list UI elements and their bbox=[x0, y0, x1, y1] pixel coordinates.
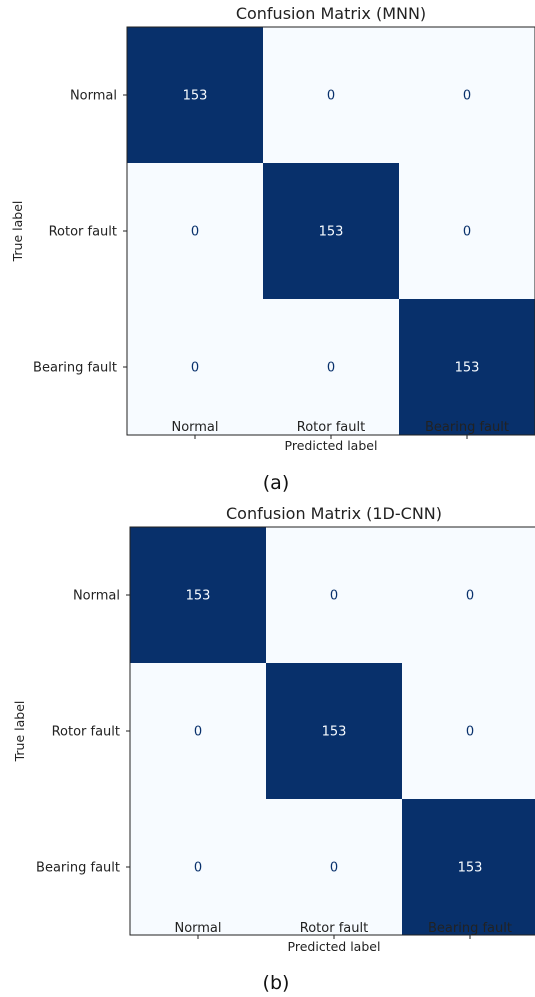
confusion-matrix-chart-mnn: Confusion Matrix (MNN) 153 0 0 0 153 0 0 0 153 Nor… bbox=[10, 4, 535, 494]
y-axis-label: True label bbox=[10, 201, 25, 263]
y-axis-label: True label bbox=[12, 701, 27, 763]
matrix-cell-r1-c0 bbox=[127, 163, 264, 300]
figure-caption-1dcnn: (b) bbox=[263, 972, 290, 994]
matrix-cell-r0-c1 bbox=[263, 27, 400, 164]
cell-value-label: 0 bbox=[194, 725, 202, 740]
x-axis-label: Predicted label bbox=[288, 939, 381, 954]
cell-value-label: 0 bbox=[330, 861, 338, 876]
matrix-cell-r0-c2 bbox=[399, 27, 535, 164]
cell-value-label: 0 bbox=[327, 361, 335, 376]
cell-value-label: 153 bbox=[458, 861, 483, 876]
x-axis-label: Predicted label bbox=[285, 438, 378, 453]
chart-title: Confusion Matrix (1D-CNN) bbox=[226, 504, 442, 523]
matrix-cell-r2-c2 bbox=[399, 299, 535, 436]
cell-value-label: 153 bbox=[319, 225, 344, 240]
cell-value-label: 0 bbox=[330, 589, 338, 604]
cell-value-label: 0 bbox=[466, 589, 474, 604]
x-tick-label: Normal bbox=[171, 420, 218, 435]
cell-value-label: 0 bbox=[463, 89, 471, 104]
matrix-cell-r2-c0 bbox=[130, 799, 267, 936]
matrix-cell-r0-c2 bbox=[402, 527, 535, 664]
cell-value-label: 0 bbox=[191, 361, 199, 376]
matrix-cell-r2-c2 bbox=[402, 799, 535, 936]
matrix-cell-r1-c1 bbox=[263, 163, 400, 300]
matrix-cell-r1-c2 bbox=[402, 663, 535, 800]
x-tick-label: Rotor fault bbox=[300, 921, 368, 936]
y-tick-label: Rotor fault bbox=[52, 725, 120, 740]
cell-value-label: 153 bbox=[322, 725, 347, 740]
cell-value-label: 0 bbox=[463, 225, 471, 240]
matrix-cell-r2-c0 bbox=[127, 299, 264, 436]
confusion-matrix-svg-mnn: Confusion Matrix (MNN) 153 0 0 0 153 0 0 0 153 Nor… bbox=[10, 4, 535, 494]
x-tick-label: Rotor fault bbox=[297, 420, 365, 435]
y-tick-label: Rotor fault bbox=[49, 225, 117, 240]
cell-value-label: 153 bbox=[183, 89, 208, 104]
cell-value-label: 0 bbox=[194, 861, 202, 876]
matrix-cell-r1-c2 bbox=[399, 163, 535, 300]
cell-value-label: 0 bbox=[191, 225, 199, 240]
matrix-cell-r2-c1 bbox=[263, 299, 400, 436]
matrix-cell-r1-c0 bbox=[130, 663, 267, 800]
confusion-matrix-svg-1dcnn: Confusion Matrix (1D-CNN) 153 0 0 0 153 0 0 0 153… bbox=[12, 504, 535, 994]
matrix-cell-r0-c0 bbox=[130, 527, 267, 664]
x-tick-label: Bearing fault bbox=[425, 420, 509, 435]
x-tick-label: Normal bbox=[174, 921, 221, 936]
y-tick-label: Bearing fault bbox=[36, 861, 120, 876]
x-tick-label: Bearing fault bbox=[428, 921, 512, 936]
cell-value-label: 0 bbox=[327, 89, 335, 104]
matrix-cell-r0-c0 bbox=[127, 27, 264, 164]
matrix-cell-r2-c1 bbox=[266, 799, 403, 936]
y-tick-label: Bearing fault bbox=[33, 361, 117, 376]
cell-value-label: 153 bbox=[186, 589, 211, 604]
cell-value-label: 153 bbox=[455, 361, 480, 376]
y-tick-label: Normal bbox=[70, 89, 117, 104]
confusion-matrix-chart-1dcnn: Confusion Matrix (1D-CNN) 153 0 0 0 153 0 0 0 153… bbox=[0, 500, 535, 997]
cell-value-label: 0 bbox=[466, 725, 474, 740]
y-tick-label: Normal bbox=[73, 589, 120, 604]
figure-caption-mnn: (a) bbox=[263, 472, 289, 494]
chart-title: Confusion Matrix (MNN) bbox=[236, 4, 426, 23]
matrix-cell-r0-c1 bbox=[266, 527, 403, 664]
matrix-cell-r1-c1 bbox=[266, 663, 403, 800]
